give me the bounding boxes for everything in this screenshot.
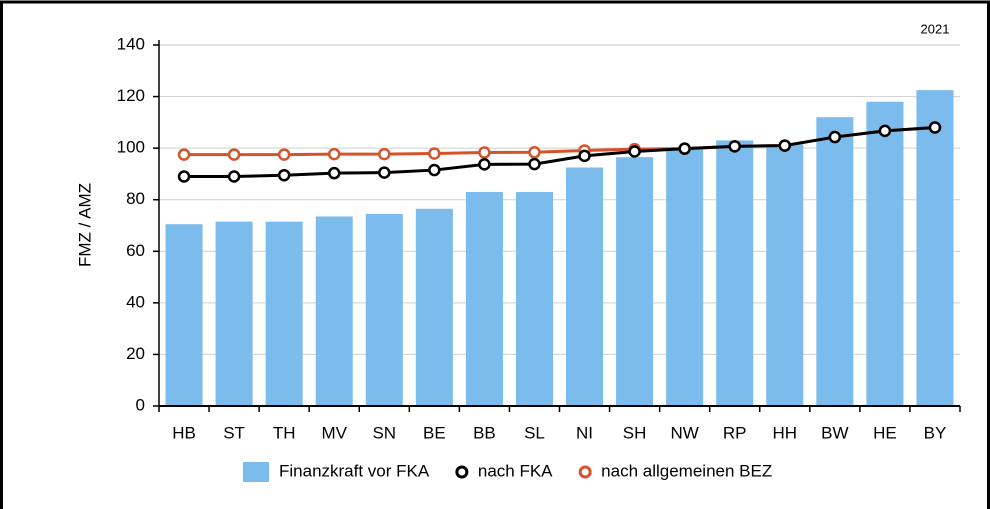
y-tick-label: 0	[136, 395, 145, 414]
y-tick-label: 60	[126, 241, 145, 260]
bar	[265, 221, 303, 406]
x-tick-label: SH	[623, 423, 647, 442]
point	[528, 157, 541, 171]
point	[728, 140, 741, 153]
bar	[165, 224, 203, 406]
bar	[866, 101, 904, 406]
bar	[465, 191, 503, 406]
y-tick-label: 80	[126, 189, 145, 208]
x-tick-label: TH	[273, 423, 296, 442]
y-tick-label: 100	[117, 138, 145, 157]
point	[428, 147, 441, 160]
point	[227, 148, 241, 161]
y-tick-label: 20	[126, 344, 145, 363]
point	[177, 148, 191, 161]
bar	[816, 117, 854, 406]
legend-swatch	[243, 462, 269, 482]
point	[277, 168, 291, 182]
bar	[415, 208, 453, 406]
bar	[916, 90, 954, 406]
bar	[566, 167, 604, 406]
x-tick-label: BE	[423, 423, 446, 442]
y-tick-label: 120	[117, 86, 145, 105]
x-tick-label: BW	[821, 423, 848, 442]
y-axis-label: FMZ / AMZ	[75, 183, 94, 267]
point	[678, 142, 691, 155]
legend-label: nach allgemeinen BEZ	[601, 461, 772, 480]
x-tick-label: MV	[321, 423, 347, 442]
point	[378, 166, 391, 179]
point	[277, 148, 291, 161]
point	[428, 163, 441, 177]
point	[327, 147, 341, 161]
point	[478, 146, 491, 159]
bar	[766, 144, 804, 406]
x-tick-label: RP	[723, 423, 747, 442]
legend-label: nach FKA	[478, 461, 553, 480]
bar	[215, 221, 253, 406]
bar	[616, 157, 654, 406]
x-tick-label: NI	[576, 423, 593, 442]
point	[378, 147, 391, 161]
annotation: 2021	[921, 21, 950, 36]
point	[327, 166, 341, 180]
x-tick-label: BB	[473, 423, 496, 442]
y-tick-label: 140	[117, 34, 145, 53]
bar	[365, 213, 403, 406]
bar	[515, 191, 553, 406]
x-tick-label: HB	[172, 423, 196, 442]
x-tick-label: SL	[524, 423, 545, 442]
point	[478, 158, 491, 171]
point	[227, 170, 241, 183]
legend-marker	[578, 465, 592, 479]
line	[184, 126, 936, 179]
x-tick-label: SN	[372, 423, 396, 442]
point	[628, 145, 641, 158]
x-tick-label: HE	[873, 423, 897, 442]
point	[578, 149, 591, 163]
x-tick-label: ST	[223, 423, 245, 442]
x-tick-label: NW	[670, 423, 698, 442]
bar	[716, 140, 754, 406]
point	[528, 146, 541, 159]
point	[177, 170, 191, 183]
legend-marker	[455, 465, 469, 479]
legend-label: Finanzkraft vor FKA	[279, 461, 430, 480]
y-tick-label: 40	[126, 292, 145, 311]
point	[878, 124, 892, 138]
x-tick-label: HH	[773, 423, 798, 442]
bar	[666, 149, 704, 407]
point	[778, 139, 792, 152]
point	[828, 130, 842, 144]
x-tick-label: BY	[924, 423, 947, 442]
point	[928, 121, 942, 134]
bar	[315, 216, 353, 406]
